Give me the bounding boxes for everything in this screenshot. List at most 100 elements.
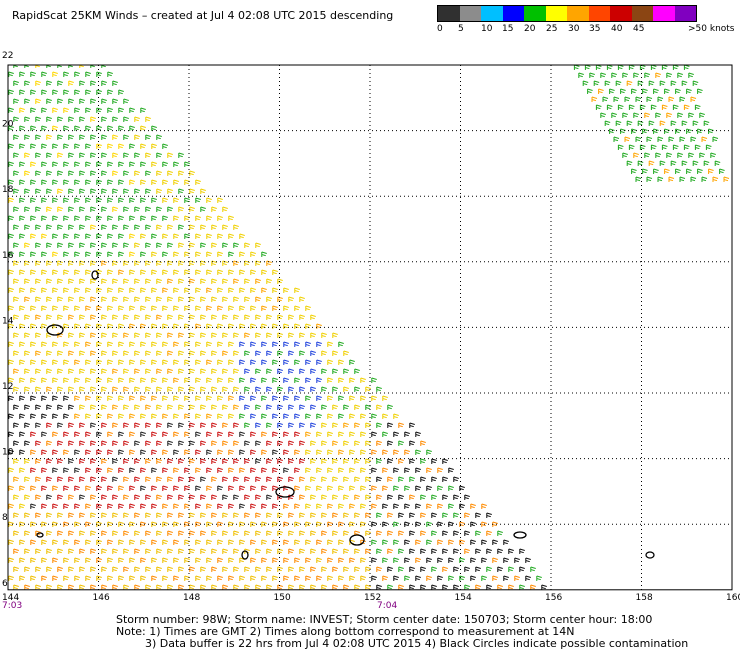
wind-barb: [8, 467, 14, 473]
wind-barb: [19, 107, 25, 113]
wind-barb: [24, 530, 30, 536]
wind-barb: [222, 404, 228, 410]
wind-barb: [294, 449, 300, 455]
wind-barb: [123, 512, 129, 518]
wind-barb: [145, 170, 151, 176]
wind-barb: [255, 548, 261, 554]
wind-barb: [30, 323, 36, 329]
wind-barb: [299, 314, 305, 320]
wind-barb: [448, 503, 454, 509]
wind-barb: [156, 350, 162, 356]
wind-barb: [163, 594, 168, 599]
wind-barb: [134, 386, 140, 392]
wind-barb: [233, 278, 239, 284]
wind-barb: [156, 296, 162, 302]
wind-barb: [156, 278, 162, 284]
longitude-label: 152: [364, 593, 381, 603]
wind-barb: [200, 296, 206, 302]
wind-barb: [13, 332, 19, 338]
wind-barb: [222, 260, 228, 266]
wind-barb: [376, 422, 382, 428]
wind-barb: [140, 485, 146, 491]
wind-barb: [305, 431, 311, 437]
wind-barb: [321, 368, 327, 374]
wind-barb: [20, 594, 25, 599]
wind-barb: [173, 161, 179, 167]
wind-barb: [211, 386, 217, 392]
wind-barb: [74, 71, 80, 77]
wind-barb: [107, 125, 113, 131]
wind-barb: [173, 179, 179, 185]
wind-barb: [118, 557, 124, 563]
wind-barb: [371, 431, 377, 437]
wind-barb: [409, 476, 415, 482]
wind-barb: [310, 332, 316, 338]
wind-barb: [288, 314, 294, 320]
wind-barb: [272, 521, 278, 527]
wind-barb: [96, 575, 102, 581]
wind-barb: [653, 88, 659, 94]
wind-barb: [299, 584, 305, 590]
wind-barb: [211, 494, 217, 500]
wind-barb: [470, 539, 476, 545]
wind-barb: [316, 377, 322, 383]
wind-barb: [338, 539, 344, 545]
wind-barb: [74, 413, 80, 419]
wind-barb: [261, 341, 267, 347]
wind-barb: [101, 134, 107, 140]
wind-barb: [173, 557, 179, 563]
wind-barb: [8, 305, 14, 311]
wind-barb: [228, 215, 234, 221]
wind-barb: [151, 503, 157, 509]
wind-barb: [140, 575, 146, 581]
wind-barb: [244, 494, 250, 500]
wind-barb: [603, 57, 608, 62]
wind-barb: [299, 368, 305, 374]
wind-barb: [426, 539, 432, 545]
wind-barb: [79, 350, 85, 356]
wind-barb: [404, 485, 410, 491]
wind-barb: [442, 530, 448, 536]
wind-barb: [294, 521, 300, 527]
wind-barb: [475, 530, 481, 536]
wind-barb: [222, 206, 228, 212]
wind-barb: [415, 449, 421, 455]
wind-barb: [151, 125, 157, 131]
wind-barb: [233, 494, 239, 500]
wind-barb: [173, 251, 179, 257]
wind-barb: [129, 575, 135, 581]
wind-barb: [156, 314, 162, 320]
wind-barb: [332, 476, 338, 482]
wind-barb: [57, 278, 63, 284]
wind-barb: [8, 485, 14, 491]
wind-barb: [107, 89, 113, 95]
wind-barb: [123, 98, 129, 104]
wind-barb: [96, 233, 102, 239]
wind-barb: [178, 530, 184, 536]
wind-barb: [705, 144, 712, 150]
wind-barb: [107, 107, 113, 113]
wind-barb: [156, 530, 162, 536]
wind-barb: [332, 494, 338, 500]
map-title: RapidScat 25KM Winds – created at Jul 4 …: [12, 9, 394, 22]
wind-barb: [486, 584, 492, 590]
wind-barb: [405, 594, 410, 599]
wind-barb: [35, 332, 41, 338]
wind-barb: [228, 287, 234, 293]
wind-barb: [255, 296, 261, 302]
wind-barb: [101, 512, 107, 518]
wind-barb: [200, 422, 206, 428]
wind-barb: [151, 251, 157, 257]
legend-swatch: [481, 6, 503, 21]
wind-barb: [107, 161, 113, 167]
wind-barb: [321, 332, 327, 338]
wind-barb: [8, 359, 14, 365]
wind-barb: [626, 160, 633, 166]
wind-barb: [19, 179, 25, 185]
longitude-label: 144: [2, 593, 19, 603]
wind-barb: [217, 359, 223, 365]
wind-barb: [140, 503, 146, 509]
wind-barb: [8, 71, 14, 77]
wind-barb: [162, 305, 168, 311]
